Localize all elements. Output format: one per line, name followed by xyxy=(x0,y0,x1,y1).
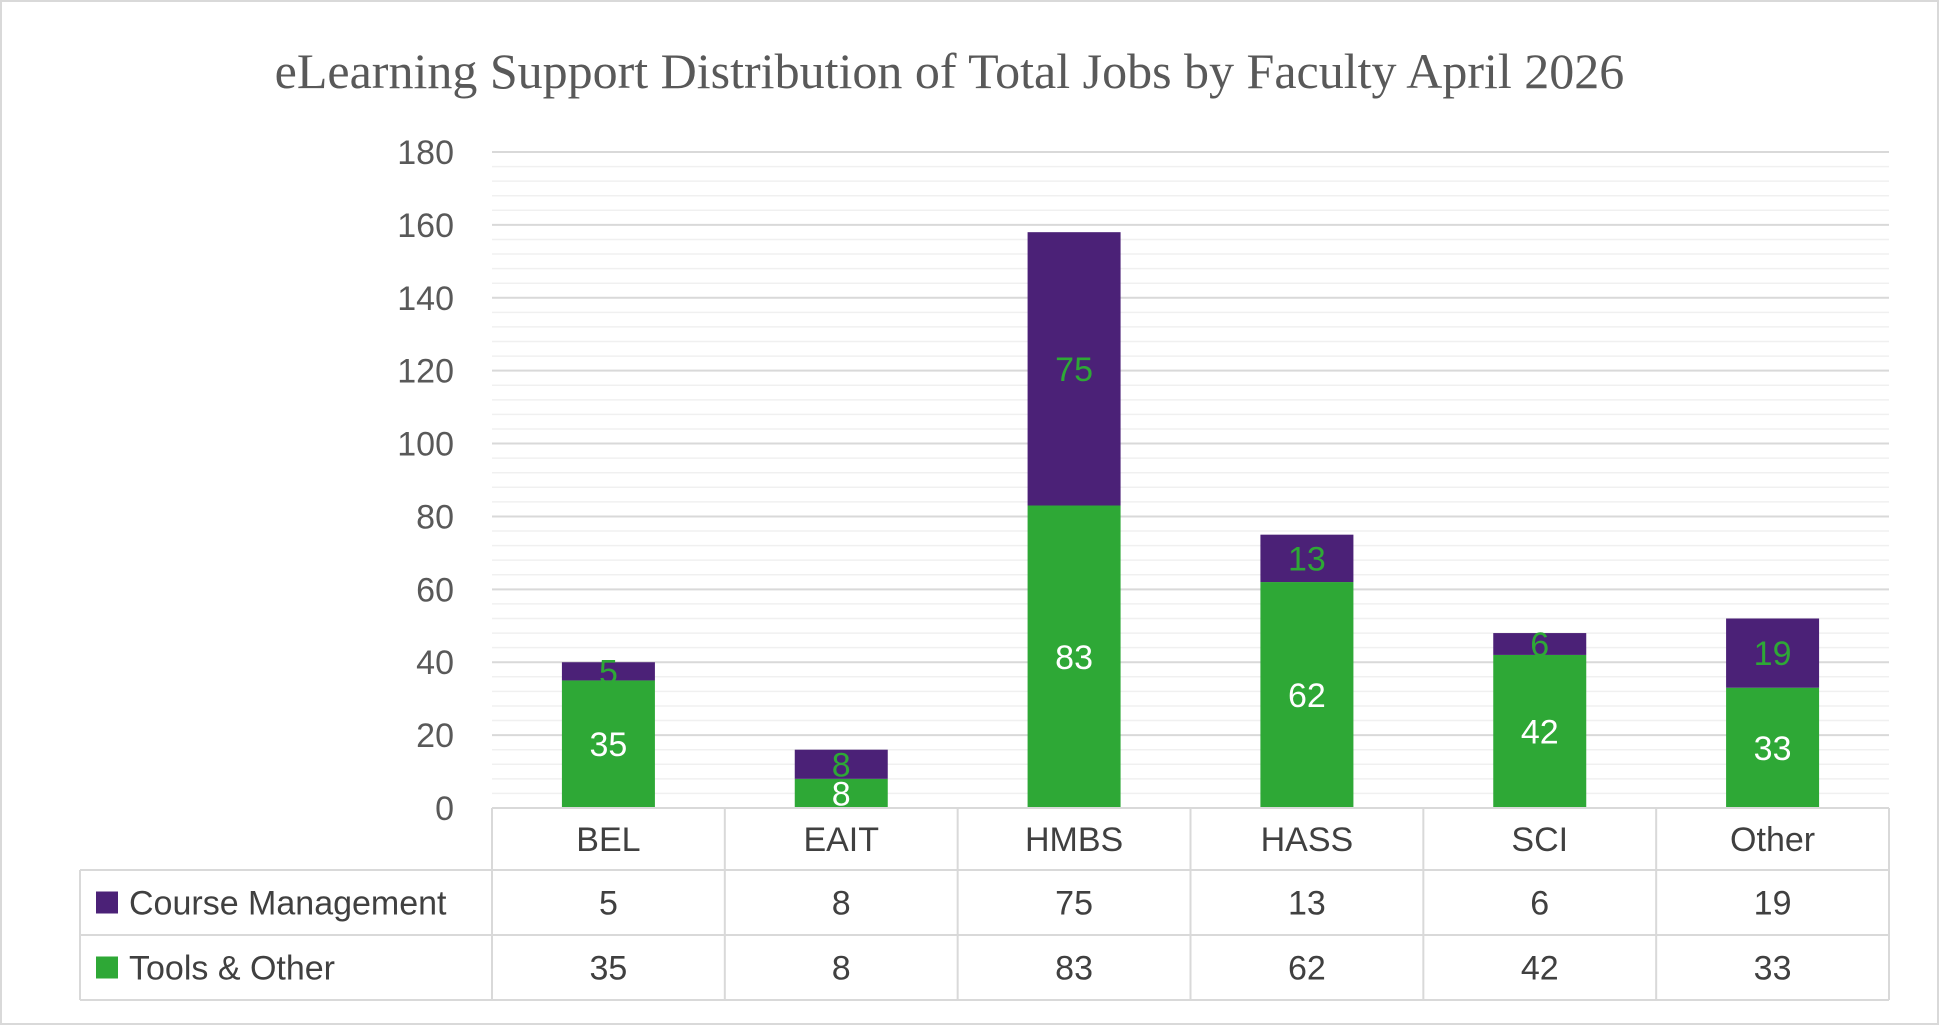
table-cell: 13 xyxy=(1288,885,1326,923)
table-cell: 8 xyxy=(832,885,851,923)
data-label: 42 xyxy=(1521,713,1559,751)
data-label: 5 xyxy=(599,653,618,691)
bar-segment xyxy=(1726,618,1820,688)
data-label: 62 xyxy=(1288,677,1326,715)
table-cell: 75 xyxy=(1055,885,1093,923)
y-tick-label: 100 xyxy=(397,426,454,464)
table-cell: 6 xyxy=(1530,885,1549,923)
y-tick-label: 0 xyxy=(435,790,454,828)
table-cell: 42 xyxy=(1521,950,1559,988)
category-label: EAIT xyxy=(803,821,879,859)
bar-segment xyxy=(794,778,888,808)
table-cell: 35 xyxy=(590,950,628,988)
category-label: BEL xyxy=(576,821,640,859)
category-label: Other xyxy=(1730,821,1815,859)
bar-segment xyxy=(1260,582,1354,808)
data-label: 33 xyxy=(1754,730,1792,768)
data-label: 6 xyxy=(1530,626,1549,664)
category-label: HMBS xyxy=(1025,821,1123,859)
data-label: 8 xyxy=(832,746,851,784)
legend-key xyxy=(96,891,118,914)
bar-segment xyxy=(1726,687,1820,808)
data-label: 19 xyxy=(1754,635,1792,673)
table-cell: 8 xyxy=(832,950,851,988)
y-tick-label: 140 xyxy=(397,280,454,318)
y-tick-label: 20 xyxy=(416,717,454,755)
category-label: SCI xyxy=(1511,821,1568,859)
bar-segment xyxy=(1493,633,1587,655)
data-label: 8 xyxy=(832,775,851,813)
table-cell: 19 xyxy=(1754,885,1792,923)
legend-label: Tools & Other xyxy=(129,950,335,988)
y-tick-label: 40 xyxy=(416,644,454,682)
category-label: HASS xyxy=(1261,821,1354,859)
y-tick-label: 120 xyxy=(397,353,454,391)
bar-segment xyxy=(1260,534,1354,583)
table-cell: 5 xyxy=(599,885,618,923)
bar-segment xyxy=(1027,505,1121,808)
bar-segment xyxy=(561,662,655,681)
bar-segment xyxy=(1027,232,1121,506)
table-cell: 62 xyxy=(1288,950,1326,988)
chart-title: eLearning Support Distribution of Total … xyxy=(274,43,1625,99)
y-tick-label: 80 xyxy=(416,498,454,536)
legend-label: Course Management xyxy=(129,885,447,923)
data-label: 75 xyxy=(1055,351,1093,389)
bar-segment xyxy=(561,680,655,808)
table-cell: 83 xyxy=(1055,950,1093,988)
table-cell: 33 xyxy=(1754,950,1792,988)
data-label: 35 xyxy=(590,726,628,764)
y-tick-label: 180 xyxy=(397,134,454,172)
bar-segment xyxy=(794,749,888,779)
y-tick-label: 60 xyxy=(416,571,454,609)
data-label: 13 xyxy=(1288,540,1326,578)
y-tick-label: 160 xyxy=(397,207,454,245)
data-label: 83 xyxy=(1055,639,1093,677)
legend-key xyxy=(96,956,118,979)
bar-segment xyxy=(1493,654,1587,808)
